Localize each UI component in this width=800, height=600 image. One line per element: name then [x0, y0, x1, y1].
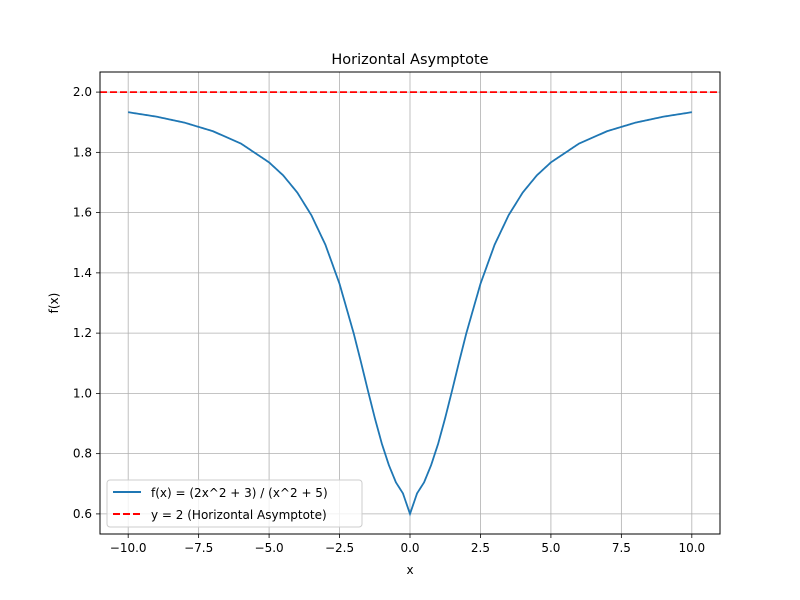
y-tick-label: 0.6	[73, 507, 92, 521]
y-tick-label: 1.4	[73, 266, 92, 280]
legend-label-asymptote: y = 2 (Horizontal Asymptote)	[151, 508, 327, 522]
y-axis-label: f(x)	[47, 293, 61, 314]
y-tick-label: 0.8	[73, 447, 92, 461]
x-tick-label: −5.0	[255, 541, 284, 555]
legend: f(x) = (2x^2 + 3) / (x^2 + 5) y = 2 (Hor…	[106, 479, 363, 528]
y-tick-label: 1.8	[73, 145, 92, 159]
y-tick-label: 2.0	[73, 85, 92, 99]
y-tick-label: 1.2	[73, 326, 92, 340]
x-tick-label: −7.5	[184, 541, 213, 555]
x-tick-label: 2.5	[471, 541, 490, 555]
y-axis: 0.6 0.8 1.0 1.2 1.4 1.6 1.8 2.0	[73, 85, 100, 521]
legend-label-curve: f(x) = (2x^2 + 3) / (x^2 + 5)	[151, 486, 328, 500]
series-line-curve	[128, 111, 692, 517]
series-layer	[100, 91, 720, 517]
x-tick-label: 0.0	[400, 541, 419, 555]
x-tick-label: 10.0	[678, 541, 705, 555]
legend-box	[106, 479, 363, 528]
x-tick-label: −10.0	[110, 541, 147, 555]
y-tick-label: 1.6	[73, 206, 92, 220]
chart-title: Horizontal Asymptote	[331, 52, 488, 68]
x-tick-label: −2.5	[325, 541, 354, 555]
x-tick-label: 7.5	[612, 541, 631, 555]
x-axis-label: x	[406, 563, 413, 577]
x-axis: −10.0 −7.5 −5.0 −2.5 0.0 2.5 5.0 7.5 10.0	[110, 534, 705, 555]
y-tick-label: 1.0	[73, 386, 92, 400]
x-tick-label: 5.0	[541, 541, 560, 555]
